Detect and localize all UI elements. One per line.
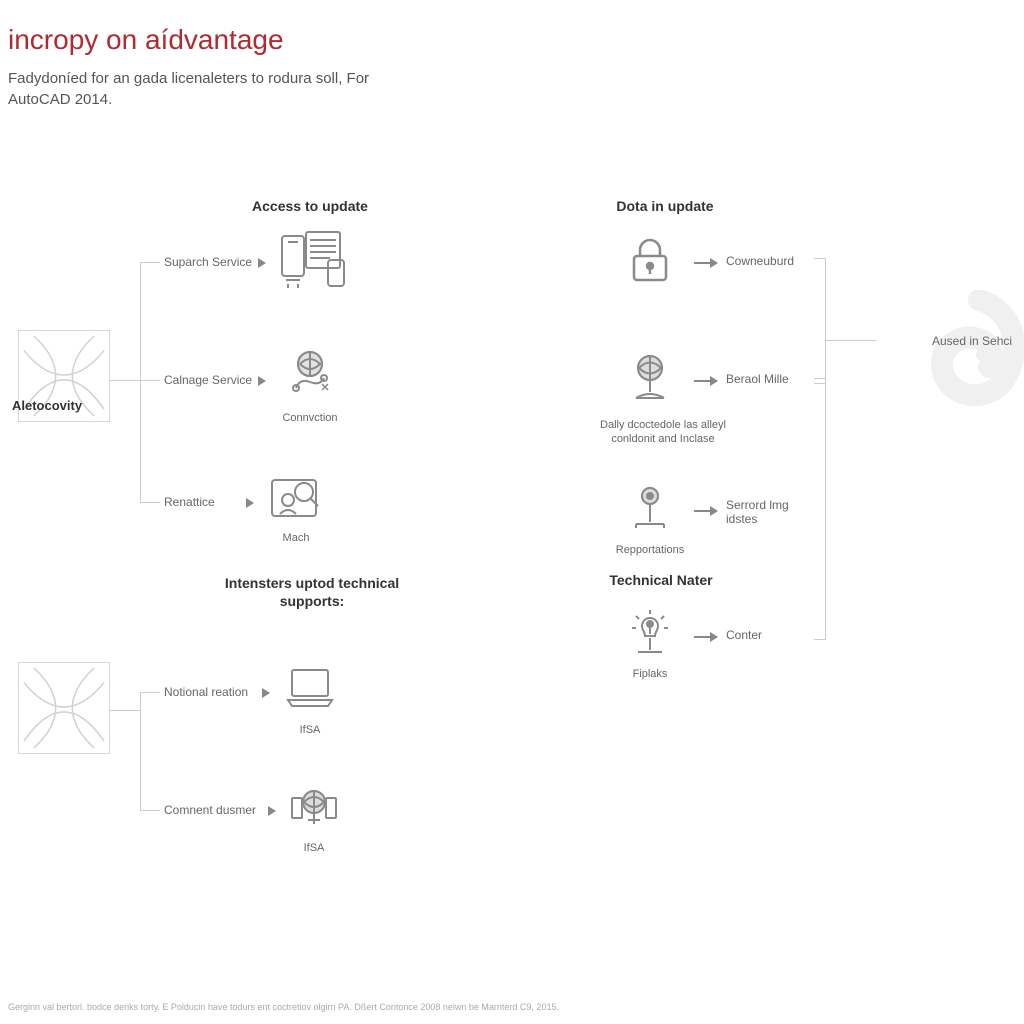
- chevron-right-icon: [246, 498, 254, 508]
- globe-connection-icon: [282, 348, 338, 404]
- dota-item-3-caption: Repportations: [608, 544, 692, 556]
- chevron-right-icon: [258, 376, 266, 386]
- bracket-right-2: [814, 378, 826, 640]
- dota-item-2-out: Beraol Mille: [726, 372, 789, 386]
- access-item-1-label: Suparch Service: [164, 255, 252, 269]
- support-item-2-label: Comnent dusmer: [164, 803, 256, 817]
- laptop-icon: [282, 660, 338, 716]
- pin-report-icon: [622, 482, 678, 538]
- access-item-3-caption: Mach: [268, 532, 324, 544]
- arrow-right-icon: [694, 506, 718, 516]
- right-out-label: Aused in Sehci: [932, 334, 1012, 348]
- product-logo-2: [18, 662, 110, 754]
- footer-text: Gerginn val bertorl. bodce deriks torty.…: [8, 1002, 559, 1012]
- support-item-1-label: Notional reation: [164, 685, 248, 699]
- arrow-right-icon: [694, 376, 718, 386]
- support-item-1-caption: IfSA: [282, 724, 338, 736]
- lock-icon: [622, 232, 678, 288]
- chevron-right-icon: [268, 806, 276, 816]
- dota-item-4-caption: Fiplaks: [618, 668, 682, 680]
- search-person-icon: [268, 470, 324, 526]
- globe-stand-icon: [622, 350, 678, 406]
- dota-item-4-out: Conter: [726, 628, 762, 642]
- globe-servers-icon: [286, 780, 342, 836]
- bracket-right-1: [814, 258, 826, 384]
- watermark-icon: [924, 290, 1024, 435]
- chevron-right-icon: [258, 258, 266, 268]
- access-heading: Access to update: [230, 198, 390, 214]
- dota-mid-text: Dally dcoctedole las alleyl conldonit an…: [598, 418, 728, 447]
- idea-key-icon: [622, 606, 678, 662]
- dota-item-3-out: Serrord lmg idstes: [726, 498, 806, 527]
- chevron-right-icon: [262, 688, 270, 698]
- access-item-2-label: Calnage Service: [164, 373, 252, 387]
- dota-item-1-out: Cowneuburd: [726, 254, 794, 268]
- support-item-2-caption: IfSA: [286, 842, 342, 854]
- devices-icon: [278, 228, 350, 292]
- support-heading: Intensters uptod technical supports:: [222, 574, 402, 610]
- access-item-3-label: Renattice: [164, 495, 215, 509]
- page-subtitle: Fadydoníed for an gada licenaleters to r…: [8, 68, 428, 110]
- page-title: incropy on aídvantage: [8, 24, 284, 56]
- product-logo-1-label: Aletocovity: [12, 398, 82, 413]
- arrow-right-icon: [694, 632, 718, 642]
- arrow-right-icon: [694, 258, 718, 268]
- dota-heading: Dota in update: [590, 198, 740, 214]
- technical-nater-heading: Technical Nater: [596, 572, 726, 588]
- access-item-2-caption: Connvction: [276, 412, 344, 424]
